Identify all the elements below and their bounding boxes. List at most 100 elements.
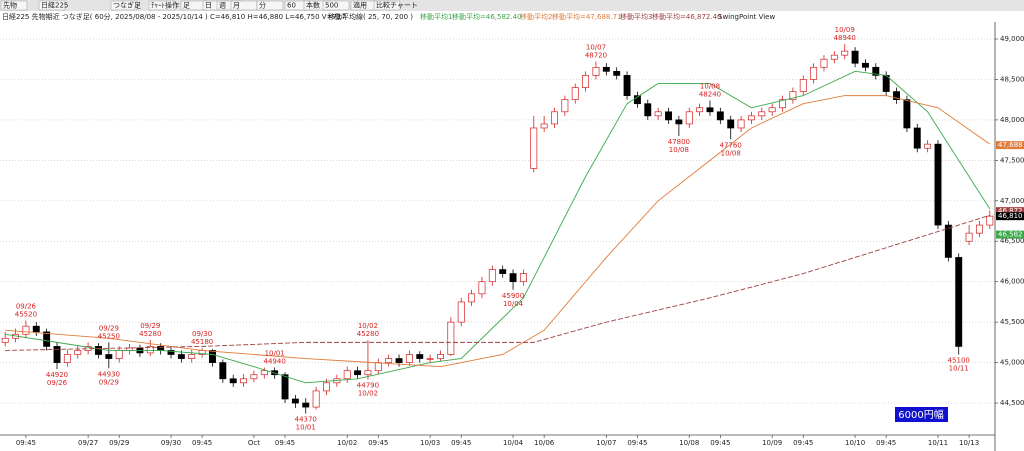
candle-body — [302, 402, 310, 408]
toolbar-item[interactable]: 週 — [219, 1, 226, 10]
candle-body — [405, 354, 413, 363]
toolbar-item[interactable]: ﾁｬｰﾄ操作 — [151, 1, 179, 10]
candle-body — [229, 378, 237, 384]
candle-body — [696, 107, 704, 113]
y-tick-label: 48,500 — [1000, 75, 1024, 83]
candle-body — [95, 346, 102, 355]
candle-body — [841, 50, 849, 56]
candle-body — [188, 354, 196, 359]
candle-body — [716, 111, 724, 121]
swing-price: 48720 — [585, 52, 607, 60]
price-box-label: 46,582 — [998, 231, 1023, 239]
candle-body — [509, 273, 517, 283]
candle-body — [758, 111, 766, 117]
toolbar-item[interactable]: 比較チャート — [376, 1, 418, 10]
candle-body — [644, 103, 652, 117]
toolbar-item[interactable]: 500 — [325, 2, 338, 10]
toolbar-button[interactable] — [38, 0, 66, 11]
swing-date: 10/07 — [586, 44, 606, 52]
candle-body — [582, 75, 590, 88]
toolbar-item[interactable]: 日経225 — [41, 1, 68, 10]
toolbar-button[interactable] — [0, 0, 28, 11]
price-box-label: 46,872 — [998, 207, 1023, 215]
x-tick-label: 09/27 — [78, 439, 98, 447]
swing-date: 10/08 — [721, 149, 741, 157]
candle-body — [105, 354, 113, 359]
candle-body — [499, 269, 507, 274]
x-tick-label: 10/04 — [503, 439, 524, 447]
x-tick-label: 10/03 — [420, 439, 440, 447]
x-tick-label: 09/29 — [109, 439, 129, 447]
swing-date: 10/08 — [700, 82, 720, 90]
candle-body — [63, 354, 71, 363]
x-tick-label: 10/13 — [959, 439, 979, 447]
swing-price: 45100 — [948, 357, 970, 365]
candle-body — [924, 143, 932, 149]
toolbar-item[interactable]: つなぎ足 — [113, 1, 141, 10]
candle-body — [561, 99, 569, 113]
candle-body — [395, 358, 403, 363]
candle-body — [250, 374, 258, 380]
y-tick-label: 46,500 — [1000, 237, 1024, 245]
toolbar-button[interactable] — [148, 0, 176, 11]
x-tick-label: 09/30 — [161, 439, 181, 447]
x-tick-label: 10/10 — [845, 439, 865, 447]
candle-body — [665, 111, 672, 121]
candle-body — [43, 331, 51, 347]
price-box — [996, 230, 1024, 239]
candle-body — [260, 370, 268, 376]
toolbar-item[interactable]: 足 — [183, 2, 190, 10]
candle-body — [903, 99, 911, 129]
x-tick-label: 10/02 — [337, 439, 357, 447]
x-tick-label: 10/09 — [762, 439, 782, 447]
toolbar-item[interactable]: 60 — [287, 2, 296, 10]
toolbar-item[interactable]: 適用 — [353, 1, 367, 10]
candle-body — [613, 70, 621, 76]
x-tick-label: 09:45 — [627, 439, 647, 447]
toolbar-button[interactable] — [110, 0, 138, 11]
candle-body — [519, 273, 527, 283]
candle-body — [209, 350, 216, 363]
badge: 6000円幅 — [898, 408, 943, 421]
candle-body — [602, 66, 610, 72]
swing-price: 47800 — [668, 138, 690, 146]
candle-body — [240, 378, 248, 384]
y-tick-label: 45,000 — [1000, 359, 1024, 367]
candle-body — [633, 95, 641, 105]
swing-price: 44370 — [295, 416, 317, 424]
candle-body — [22, 325, 30, 335]
legend-name: 移動平均2 — [520, 12, 552, 21]
toolbar-item[interactable]: 分 — [259, 1, 266, 10]
candle-body — [374, 362, 382, 372]
candle-body — [74, 350, 82, 355]
swing-date: 10/02 — [358, 390, 378, 398]
swing-date: 10/04 — [503, 300, 524, 308]
price-box-label: 46,810 — [998, 212, 1023, 220]
candle-body — [323, 382, 330, 392]
swing-price: 45250 — [98, 332, 120, 340]
swing-date: 09/26 — [47, 379, 68, 387]
candle-body — [965, 232, 973, 242]
toolbar-item[interactable]: 日 — [205, 2, 212, 10]
toolbar-item[interactable]: 先物 — [3, 1, 17, 10]
toolbar-button[interactable] — [256, 0, 284, 11]
toolbar-button[interactable] — [322, 0, 350, 11]
candle-body — [706, 107, 714, 113]
toolbar-item[interactable]: 本数 — [306, 1, 320, 10]
candle-body — [975, 224, 983, 234]
toolbar-button[interactable] — [373, 0, 401, 11]
badge-box — [895, 407, 948, 422]
candle-body — [675, 119, 683, 125]
swing-price: 44790 — [357, 382, 379, 390]
candle-body — [820, 58, 828, 68]
swing-date: 09/30 — [192, 330, 212, 338]
candle-body — [115, 350, 123, 359]
candle-body — [416, 354, 424, 359]
candle-body — [592, 66, 600, 76]
toolbar-item[interactable]: 月 — [233, 2, 240, 10]
candle-body — [488, 269, 496, 283]
candle-body — [437, 354, 444, 359]
x-tick-label: 09:45 — [793, 439, 813, 447]
moving-average — [5, 214, 990, 351]
candle-body — [1, 337, 9, 343]
